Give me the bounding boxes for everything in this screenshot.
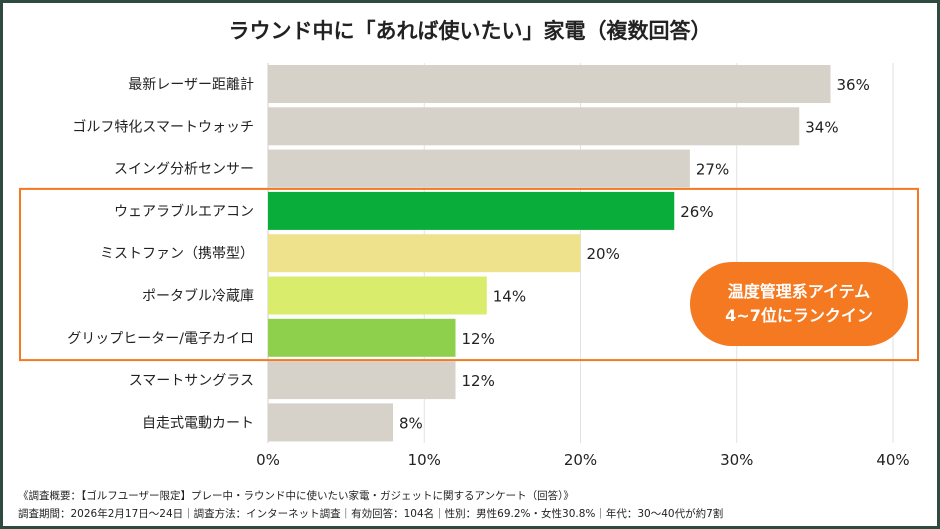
category-label: グリップヒーター/電子カイロ [67, 331, 254, 347]
category-label: スマートサングラス [129, 373, 254, 389]
bar-chart: 0% 10% 20% 30% 40% 最新レーザー距離計 36% ゴルフ特化スマートウォッチ 3… [19, 63, 919, 469]
chart-title: ラウンド中に「あれば使いたい」家電（複数回答） [228, 19, 712, 43]
bar [268, 65, 831, 103]
data-label: 20% [587, 245, 620, 263]
x-tick-label: 30% [720, 451, 753, 469]
category-label: 自走式電動カート [142, 415, 254, 431]
survey-note-1: 《調査概要：【ゴルフユーザー限定】プレー中・ラウンド中に使いたい家電・ガジェット… [18, 490, 574, 502]
data-label: 34% [805, 118, 838, 136]
data-label: 14% [493, 288, 526, 306]
category-label: スイング分析センサー [114, 162, 254, 178]
bar [268, 276, 487, 315]
data-label: 8% [399, 414, 423, 432]
x-tick-label: 0% [256, 451, 280, 469]
bar [268, 191, 675, 230]
bar [268, 149, 690, 188]
callout-line-1: 温度管理系アイテム [727, 282, 871, 301]
x-tick-label: 10% [408, 451, 441, 469]
data-label: 27% [696, 161, 729, 179]
category-label: ポータブル冷蔵庫 [142, 288, 254, 305]
data-label: 36% [837, 76, 870, 94]
x-tick-label: 20% [564, 451, 597, 469]
callout-line-2: 4~7位にランクイン [725, 306, 873, 325]
data-label: 12% [462, 330, 495, 348]
bar [268, 361, 456, 400]
callout-badge: 温度管理系アイテム 4~7位にランクイン [690, 262, 908, 346]
data-label: 12% [462, 372, 495, 390]
x-tick-label: 40% [876, 451, 909, 469]
survey-note-2: 調査期間：2026年2月17日〜24日｜調査方法：インターネット調査｜有効回答：… [18, 508, 724, 520]
data-label: 26% [680, 203, 713, 221]
category-label: 最新レーザー距離計 [128, 76, 254, 93]
bar [268, 234, 581, 273]
chart-frame: ラウンド中に「あれば使いたい」家電（複数回答） 0% 10% 20% 30% 40% 最新… [3, 3, 937, 526]
highlight-box [19, 187, 919, 362]
bar [268, 318, 456, 357]
category-label: ウェアラブルエアコン [114, 203, 254, 220]
category-label: ゴルフ特化スマートウォッチ [72, 118, 254, 135]
bar [268, 403, 393, 442]
category-label: ミストファン（携帯型） [100, 246, 254, 262]
bar [268, 107, 800, 146]
